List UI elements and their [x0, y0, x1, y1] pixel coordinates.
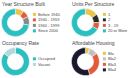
svg-text:Vacant: Vacant [38, 62, 51, 67]
svg-text:Units Per Structure: Units Per Structure [72, 1, 114, 7]
svg-text:Since 2000: Since 2000 [38, 28, 59, 33]
svg-text:Year Structure Built: Year Structure Built [2, 1, 46, 7]
svg-text:1: 1 [108, 12, 111, 17]
svg-text:1940 - 1959: 1940 - 1959 [38, 17, 60, 22]
svg-text:2: 2 [108, 17, 111, 22]
svg-text:Bla2: Bla2 [108, 56, 117, 61]
svg-text:Affordable Housing: Affordable Housing [72, 40, 115, 46]
svg-text:Bla: Bla [108, 51, 115, 56]
svg-text:20 or More: 20 or More [108, 28, 128, 33]
svg-text:Bla3: Bla3 [108, 62, 117, 67]
svg-text:Before 1940: Before 1940 [38, 12, 61, 17]
svg-text:Occupancy Rate: Occupancy Rate [2, 40, 39, 46]
svg-text:Bla4: Bla4 [108, 67, 117, 72]
svg-text:3 - 19: 3 - 19 [108, 23, 119, 28]
svg-text:1960 - 1999: 1960 - 1999 [38, 23, 60, 28]
svg-text:Occupied: Occupied [38, 56, 55, 61]
